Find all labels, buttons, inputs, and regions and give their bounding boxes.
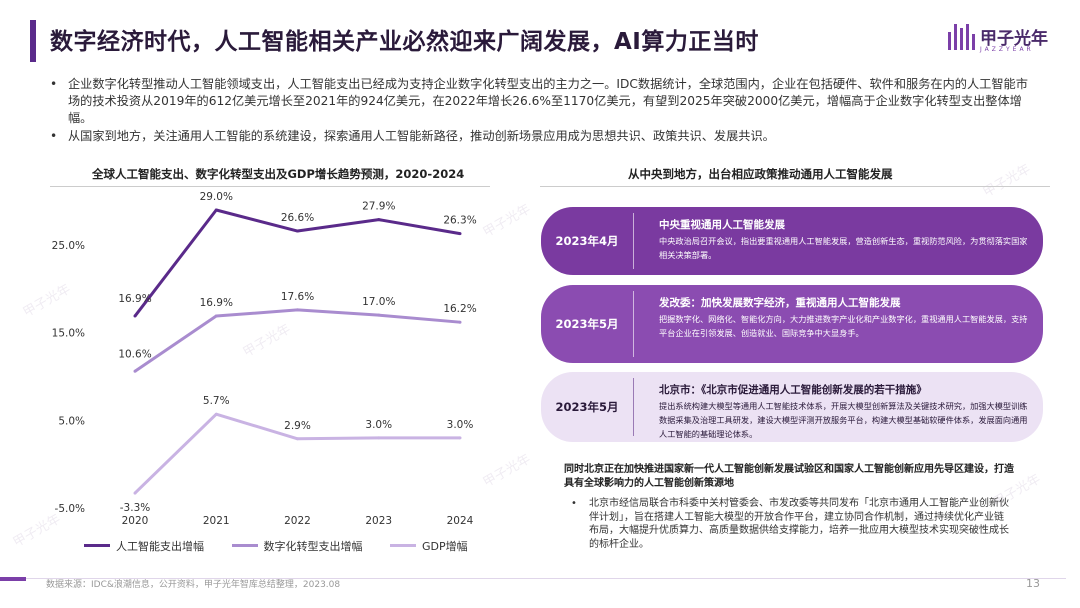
logo-bars-icon: [946, 24, 976, 54]
data-point: [296, 229, 299, 233]
policy-body: 中央政治局召开会议，指出要重视通用人工智能发展，营造创新生态，重视防范风险，为贯…: [659, 236, 1028, 260]
chart-legend: 人工智能支出增幅 数字化转型支出增幅 GDP增幅: [84, 537, 492, 554]
data-label: 16.2%: [443, 303, 476, 315]
x-tick-label: 2022: [284, 515, 311, 527]
legend-swatch: [231, 544, 258, 547]
series-line: [134, 308, 461, 373]
legend-swatch: [390, 544, 416, 547]
line-chart: 25.0% 15.0% 5.0% -5.0% 2020 2021 2022 2023 2024 1…: [52, 191, 477, 527]
data-point: [458, 436, 462, 440]
data-label: 10.6%: [118, 348, 151, 360]
data-label: 3.0%: [365, 419, 392, 431]
y-tick-label: 15.0%: [52, 328, 85, 340]
bullet-item: 从国家到地方，关注通用人工智能的系统建设，探索通用人工智能新路径，推动创新场景应…: [50, 128, 1040, 145]
policy-note: 同时北京正在加快推进国家新一代人工智能创新发展试验区和国家人工智能创新应用先导区…: [564, 464, 1014, 489]
policy-date: 2023年4月: [555, 234, 619, 248]
policy-card: 2023年5月 发改委：加快发展数字经济，重视通用人工智能发展 把握数字化、网络…: [541, 285, 1043, 363]
data-point: [214, 412, 218, 416]
policy-date: 2023年5月: [555, 317, 619, 331]
x-tick-label: 2020: [122, 515, 149, 527]
policy-body: 提出系统构建大模型等通用人工智能技术体系，开展大模型创新算法及关键技术研究，加强…: [659, 401, 1028, 439]
policy-card: 2023年5月 北京市：《北京市促进通用人工智能创新发展的若干措施》 提出系统构…: [541, 372, 1043, 442]
legend-item-gdp: GDP增幅: [390, 538, 468, 554]
chart-title: 全球人工智能支出、数字化转型支出及GDP增长趋势预测，2020-2024: [92, 167, 465, 181]
data-point: [377, 218, 381, 222]
title-accent-bar: [30, 20, 36, 62]
policy-title: 中央重视通用人工智能发展: [659, 219, 785, 231]
legend-item-ai: 人工智能支出增幅: [84, 538, 204, 554]
bullet-item: 企业数字化转型推动人工智能领域支出，人工智能支出已经成为支持企业数字化转型支出的…: [50, 76, 1040, 127]
x-tick-label: 2023: [365, 515, 392, 527]
intro-bullets: 企业数字化转型推动人工智能领域支出，人工智能支出已经成为支持企业数字化转型支出的…: [50, 76, 1040, 146]
policy-section-title: 从中央到地方，出台相应政策推动通用人工智能发展: [628, 167, 893, 181]
footer-divider: [26, 578, 1066, 579]
legend-label: 数字化转型支出增幅: [263, 539, 363, 553]
legend-label: GDP增幅: [422, 539, 468, 553]
data-label: 26.6%: [281, 212, 314, 224]
data-label: 26.3%: [443, 215, 476, 227]
data-label: 16.9%: [118, 293, 151, 305]
data-label: 27.9%: [362, 201, 395, 213]
data-point: [133, 369, 137, 373]
policy-title: 发改委：加快发展数字经济，重视通用人工智能发展: [659, 297, 901, 309]
data-point: [133, 314, 137, 318]
policy-title: 北京市：《北京市促进通用人工智能创新发展的若干措施》: [659, 384, 927, 396]
data-source: 数据来源：IDC&浪潮信息，公开资料，甲子光年智库总结整理，2023.08: [46, 580, 341, 590]
y-tick-label: -5.0%: [55, 503, 85, 515]
legend-swatch: [84, 544, 110, 547]
data-point: [133, 491, 137, 495]
data-point: [458, 320, 462, 324]
data-point: [296, 437, 299, 441]
chart-title-divider: [50, 186, 490, 187]
data-point: [296, 308, 299, 312]
brand-logo: 甲子光年 JAZZYEAR: [946, 24, 1056, 58]
data-label: 3.0%: [447, 419, 474, 431]
y-tick-label: 25.0%: [52, 240, 85, 252]
data-label: 17.6%: [281, 291, 314, 303]
policy-divider: [633, 213, 634, 269]
data-label: 16.9%: [200, 297, 233, 309]
policy-divider: [633, 291, 634, 357]
policy-divider: [633, 378, 634, 436]
data-label: 17.0%: [362, 296, 395, 308]
policy-body: 把握数字化、网络化、智能化方向，大力推进数字产业化和产业数字化，重视通用人工智能…: [659, 314, 1028, 338]
x-tick-label: 2021: [203, 515, 230, 527]
policy-card: 2023年4月 中央重视通用人工智能发展 中央政治局召开会议，指出要重视通用人工…: [541, 207, 1043, 275]
policy-note-bullet: 北京市经信局联合市科委中关村管委会、市发改委等共同发布「北京市通用人工智能产业创…: [571, 497, 1011, 551]
x-tick-label: 2024: [447, 515, 474, 527]
policy-title-divider: [540, 186, 1050, 187]
data-point: [458, 232, 462, 236]
page-title: 数字经济时代，人工智能相关产业必然迎来广阔发展，AI算力正当时: [50, 29, 759, 55]
data-point: [377, 436, 381, 440]
data-label: -3.3%: [120, 502, 150, 514]
watermark: 甲子光年: [980, 161, 1034, 201]
data-label: 5.7%: [203, 395, 230, 407]
footer-accent: [0, 577, 26, 581]
legend-label: 人工智能支出增幅: [116, 539, 204, 553]
data-point: [214, 314, 218, 318]
page-number: 13: [1026, 577, 1040, 590]
policy-date: 2023年5月: [555, 400, 619, 414]
y-tick-label: 5.0%: [58, 415, 85, 427]
data-label: 29.0%: [200, 191, 233, 203]
logo-subtitle: JAZZYEAR: [980, 46, 1034, 53]
data-point: [377, 313, 381, 317]
logo-name: 甲子光年: [980, 29, 1048, 49]
data-label: 2.9%: [284, 420, 311, 432]
legend-item-digital: 数字化转型支出增幅: [231, 538, 363, 554]
data-point: [214, 208, 218, 212]
